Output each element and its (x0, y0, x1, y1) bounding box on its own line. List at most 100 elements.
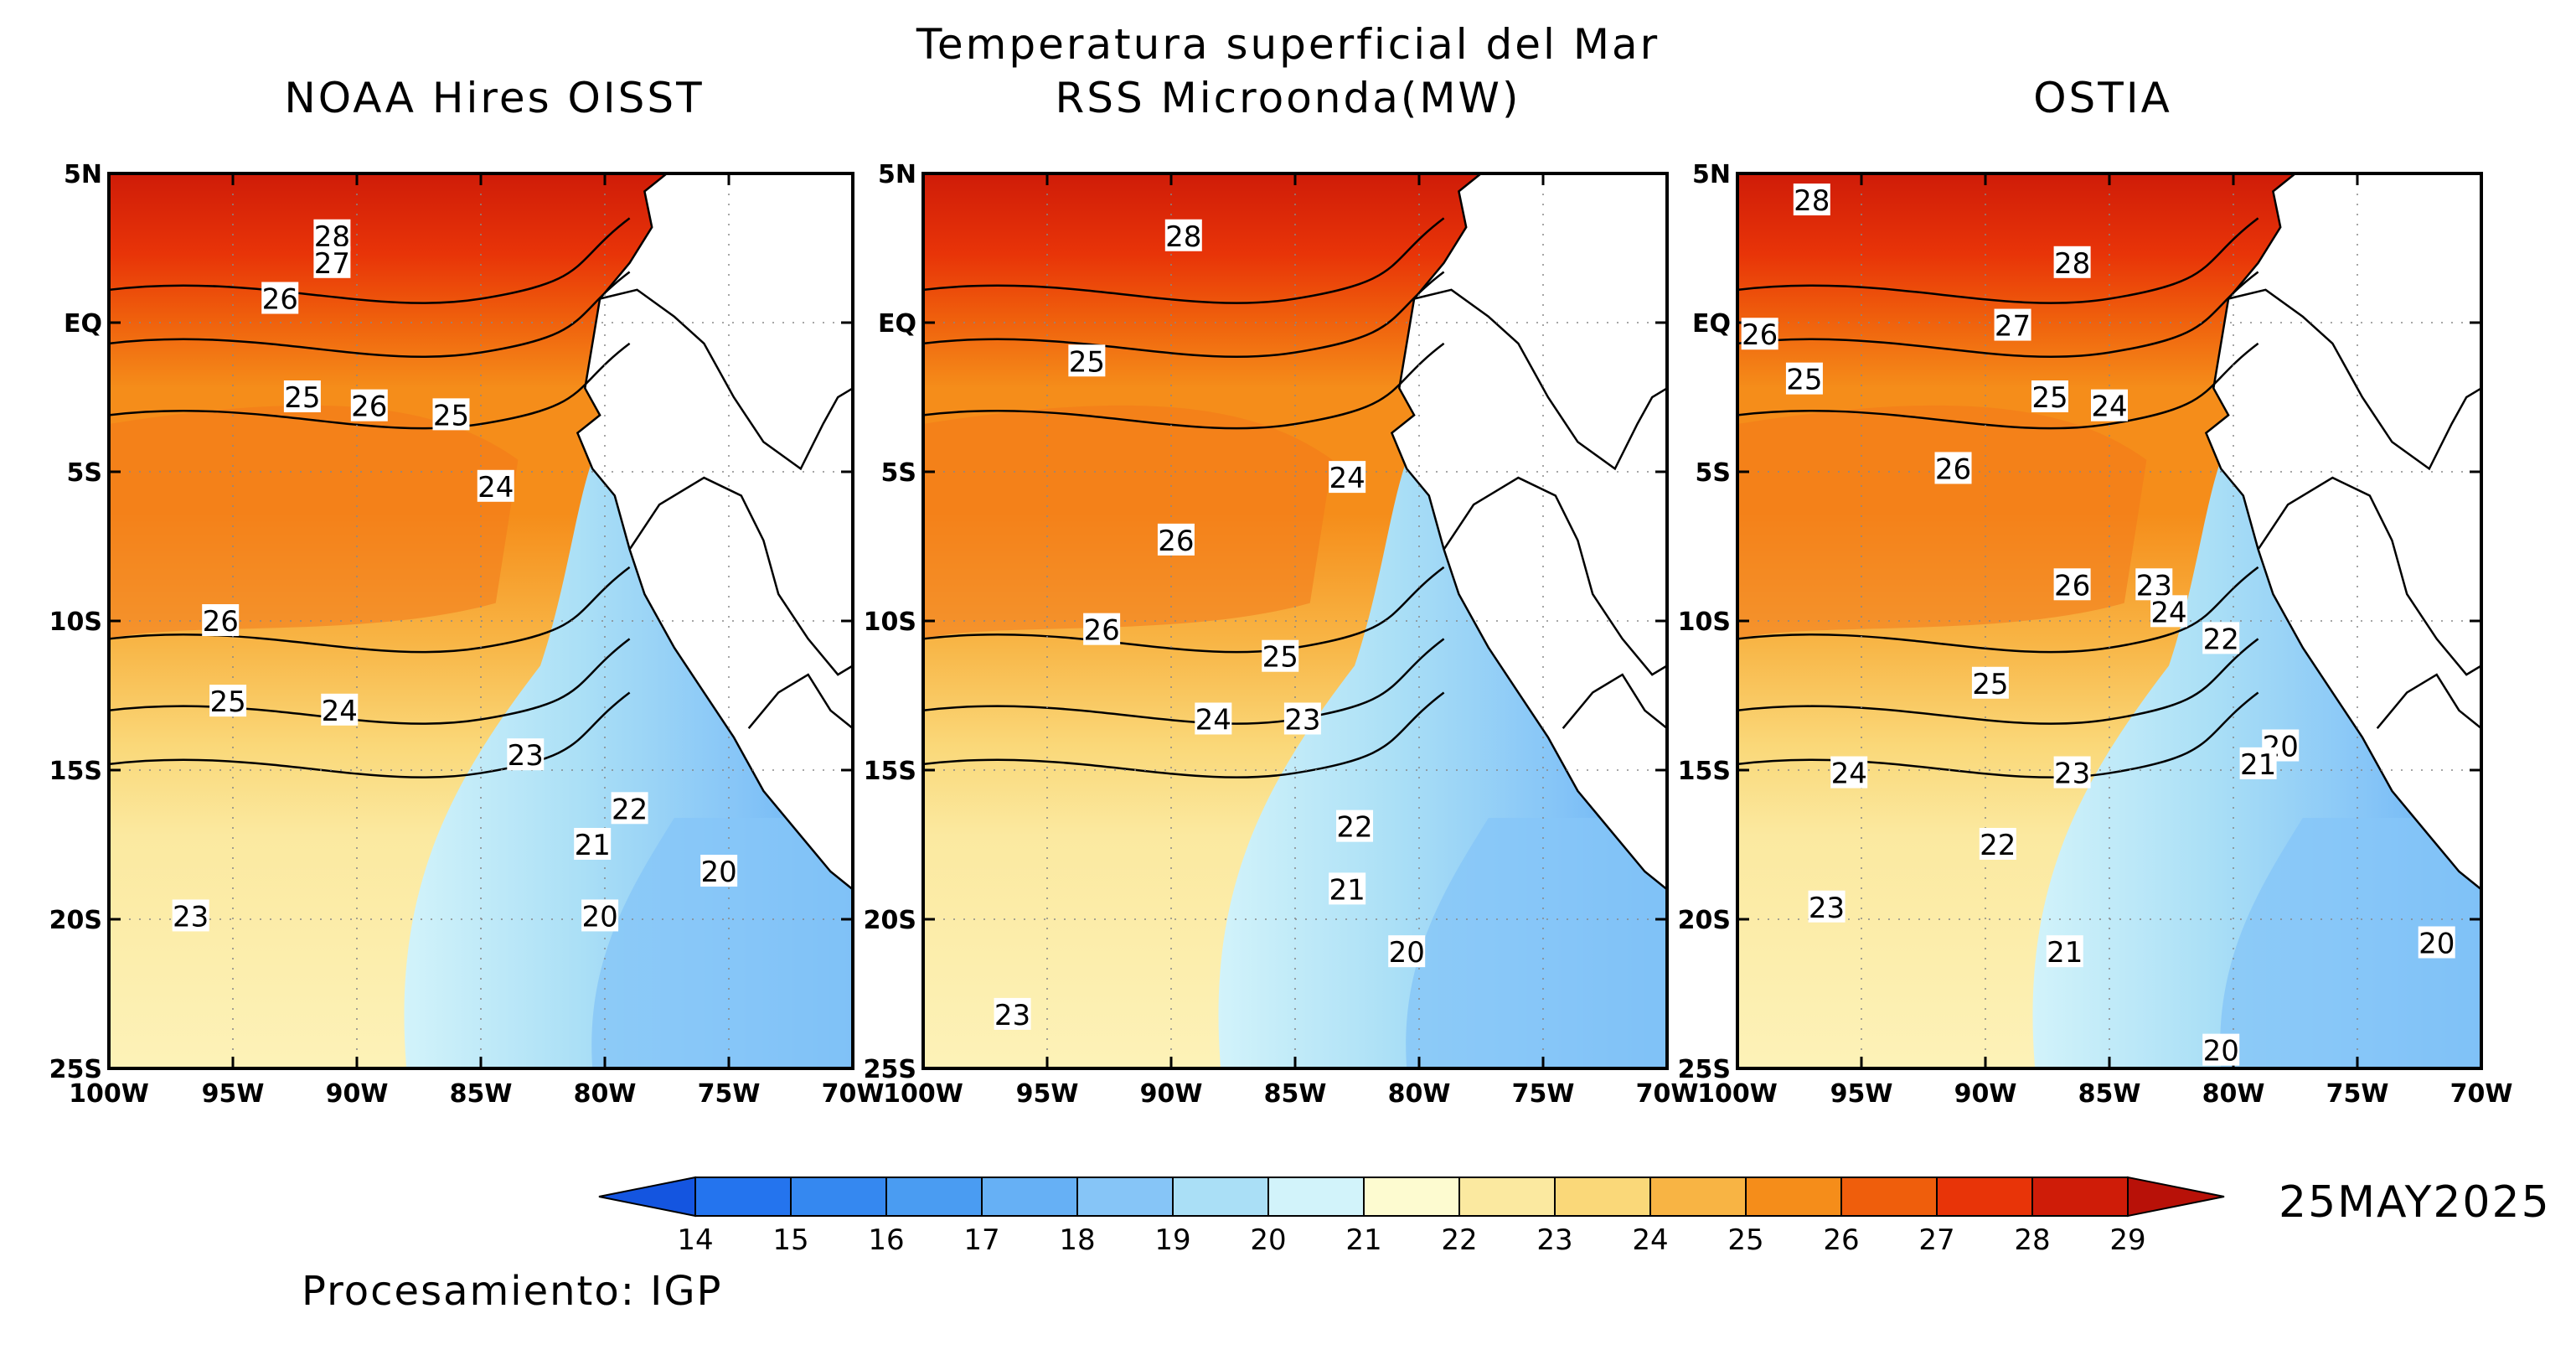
lat-tick-label: 25S (49, 1055, 102, 1084)
contour-label: 25 (1262, 641, 1298, 675)
isotherm-contour (109, 691, 631, 778)
colorbar-label: 16 (868, 1223, 904, 1257)
contour-label-bg (261, 282, 299, 314)
contour-label-bg (172, 899, 209, 932)
coastline (576, 173, 854, 891)
isotherm-contour (923, 691, 1445, 778)
lat-tick-label: 20S (49, 906, 102, 935)
lon-tick-label: 90W (1140, 1079, 1203, 1109)
colorbar-label: 21 (1345, 1223, 1381, 1257)
contour-label-bg (2239, 747, 2277, 779)
contour-label: 23 (1284, 703, 1320, 737)
contour-label-bg (1971, 666, 2009, 699)
colorbar: 14 15 16 17 18 19 20 21 22 23 24 25 26 27 28 29 (598, 1176, 2225, 1257)
contour-label-bg (2031, 380, 2068, 412)
contour-label-bg (1979, 828, 2016, 860)
contour-label-bg (1283, 702, 1321, 735)
contour-label-bg (283, 380, 321, 412)
warm-pool-region (109, 405, 519, 639)
lon-tick-label: 75W (1512, 1079, 1575, 1109)
lat-tick-label: 20S (1678, 906, 1731, 935)
contour-label: 20 (2419, 927, 2455, 960)
contour-label-bg (209, 685, 247, 717)
colorbar-box (1840, 1177, 1938, 1217)
contour-label-bg (2135, 568, 2173, 601)
lon-tick-label: 80W (1388, 1079, 1451, 1109)
contour-label: 26 (351, 390, 387, 424)
contour-label-bg (202, 604, 240, 636)
colorbar-box (1554, 1177, 1651, 1217)
contour-label: 26 (262, 283, 298, 317)
lat-tick-label: 15S (864, 757, 916, 786)
contour-label-bg (507, 738, 545, 771)
contour-label-bg (2202, 1033, 2240, 1066)
contour-label: 21 (2240, 748, 2276, 782)
colorbar-box (790, 1177, 887, 1217)
contour-label: 23 (173, 900, 209, 934)
colorbar-box (2031, 1177, 2129, 1217)
contour-label-bg (350, 389, 388, 421)
contour-label-bg (1388, 935, 1426, 968)
colorbar-box (1649, 1177, 1747, 1217)
colorbar-box (1172, 1177, 1269, 1217)
map-panel-1: 28 25 24 26 26 25 24 23 22 21 20 23 5N EQ 5S 10S 15S 20S 2… (864, 160, 1699, 1109)
processing-credit: Procesamiento: IGP (302, 1268, 723, 1315)
contour-label-bg (1785, 362, 1823, 395)
contour-label-bg (2053, 246, 2091, 278)
lon-tick-label: 95W (1016, 1079, 1079, 1109)
contour-label-bg (574, 828, 612, 860)
contour-label: 23 (508, 739, 544, 773)
contour-label: 25 (1069, 345, 1105, 379)
coastline (1390, 173, 1666, 891)
contour-label-bg (313, 246, 351, 278)
lat-tick-label: 20S (864, 906, 916, 935)
lat-tick-label: 15S (49, 757, 102, 786)
contour-label-bg (1262, 639, 1299, 672)
colorbar-label: 17 (963, 1223, 999, 1257)
contour-label: 28 (1165, 220, 1201, 254)
isotherm-contour (1737, 217, 2259, 304)
contour-label-bg (2053, 568, 2091, 601)
country-border (1443, 476, 1666, 676)
lat-tick-label: 5N (64, 160, 102, 189)
lat-tick-label: 5N (1692, 160, 1731, 189)
colorbar-label: 29 (2109, 1223, 2145, 1257)
country-border (628, 476, 854, 676)
colorbar-label: 23 (1536, 1223, 1572, 1257)
contour-label-bg (2091, 389, 2128, 421)
isotherm-contour (923, 271, 1445, 358)
lat-tick-label: 10S (1678, 608, 1731, 637)
contour-label-bg (1336, 809, 1374, 842)
contour-label: 26 (2054, 569, 2090, 603)
lon-tick-label: 85W (1264, 1079, 1327, 1109)
contour-label-bg (1793, 184, 1830, 216)
contour-label-bg (1068, 344, 1106, 377)
contour-label-bg (2053, 756, 2091, 789)
isotherm-contour (109, 217, 631, 304)
lon-tick-label: 70W (1636, 1079, 1699, 1109)
contour-label: 25 (1786, 364, 1822, 397)
contour-label: 23 (2054, 758, 2090, 791)
colorbar-label: 26 (1823, 1223, 1859, 1257)
colorbar-box (1936, 1177, 2033, 1217)
colorbar-label: 25 (1727, 1223, 1763, 1257)
lon-tick-label: 85W (2078, 1079, 2141, 1109)
lat-tick-label: EQ (64, 309, 102, 339)
contour-label-bg (313, 219, 351, 251)
contour-label: 20 (701, 856, 737, 889)
country-border (1562, 673, 1666, 729)
contour-label: 25 (433, 399, 469, 432)
isotherm-contour (923, 217, 1445, 304)
contour-label-bg (2046, 935, 2083, 968)
contour-label: 25 (284, 381, 320, 415)
contour-label-bg (700, 855, 738, 887)
lat-tick-label: 5S (67, 458, 102, 488)
contour-label: 26 (1083, 614, 1119, 648)
contour-label: 28 (1794, 184, 1830, 218)
contour-label: 22 (2203, 623, 2239, 656)
colorbar-box (1267, 1177, 1365, 1217)
panel-title-noaa: NOAA Hires OISST (284, 74, 705, 122)
lon-tick-label: 100W (883, 1079, 963, 1109)
contour-label: 22 (612, 793, 648, 826)
